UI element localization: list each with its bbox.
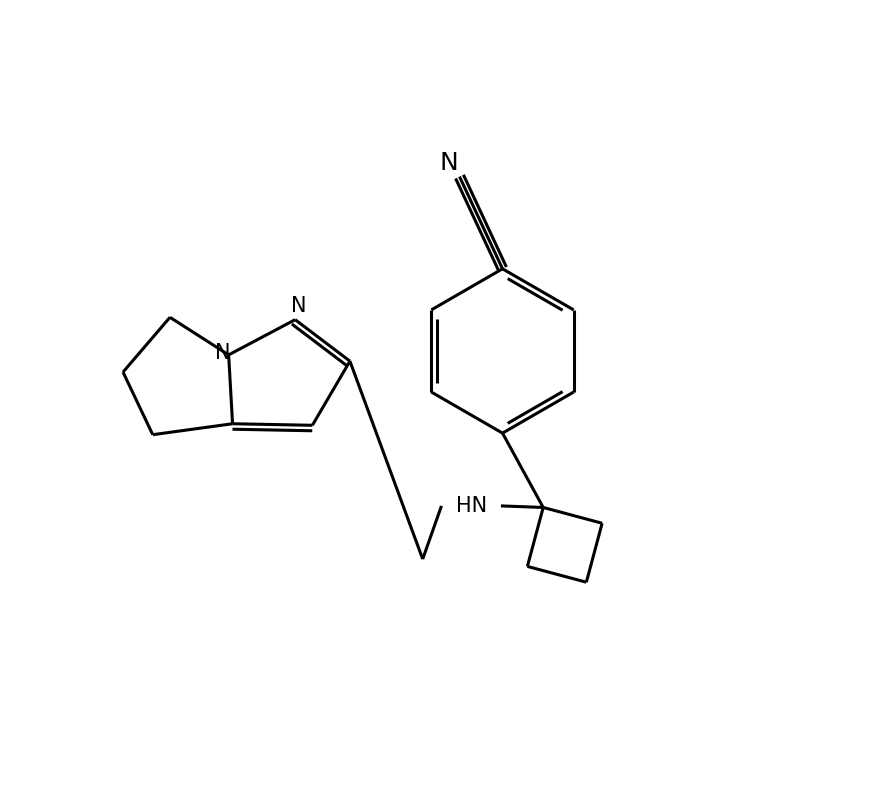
Text: N: N xyxy=(440,151,459,174)
Text: HN: HN xyxy=(456,496,487,516)
Text: N: N xyxy=(291,296,307,315)
Text: N: N xyxy=(215,344,231,363)
